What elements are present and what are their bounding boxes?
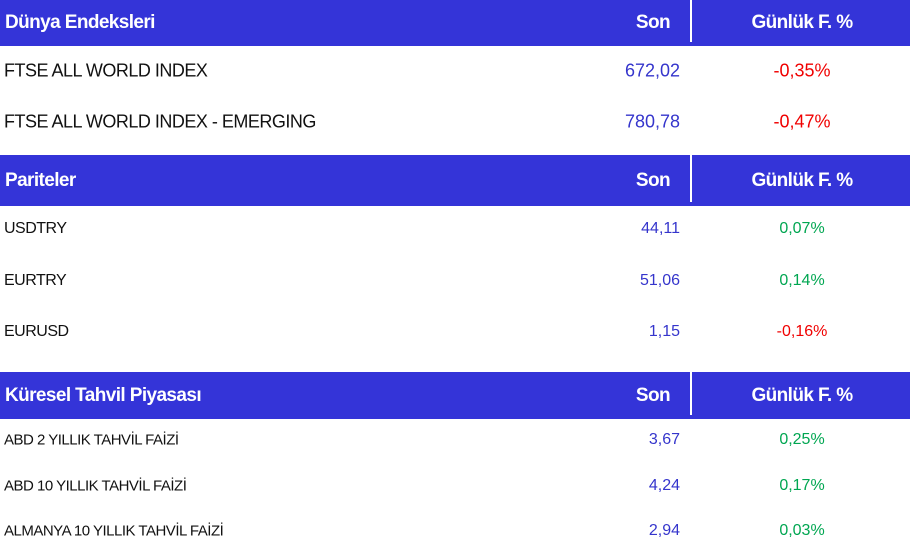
instrument-name: FTSE ALL WORLD INDEX — [4, 60, 208, 81]
section-title: Dünya Endeksleri — [5, 12, 155, 33]
instrument-name: ABD 2 YILLIK TAHVİL FAİZİ — [4, 431, 179, 449]
column-header-last: Son — [635, 169, 671, 191]
column-header-last: Son — [635, 384, 671, 406]
last-value: 3,67 — [648, 431, 680, 448]
column-divider — [690, 372, 692, 415]
column-header-last: Son — [635, 12, 671, 33]
daily-change: 0,17% — [779, 477, 825, 494]
last-value: 672,02 — [624, 60, 680, 81]
last-value: 44,11 — [641, 220, 680, 237]
table-row: EURUSD 1,15 -0,16% — [0, 312, 910, 352]
daily-change: -0,47% — [773, 111, 831, 132]
section-header-global-bonds: Küresel Tahvil Piyasası Son Günlük F. % — [0, 372, 910, 419]
table-row: EURTRY 51,06 0,14% — [0, 261, 910, 301]
instrument-name: EURUSD — [4, 323, 69, 340]
instrument-name: FTSE ALL WORLD INDEX - EMERGING — [4, 111, 316, 132]
instrument-name: USDTRY — [4, 220, 67, 237]
last-value: 51,06 — [639, 272, 680, 289]
column-divider — [690, 0, 692, 42]
table-row: USDTRY 44,11 0,07% — [0, 209, 910, 249]
table-row: FTSE ALL WORLD INDEX 672,02 -0,35% — [0, 51, 910, 91]
column-header-daily-change: Günlük F. % — [751, 169, 853, 191]
daily-change: 0,14% — [779, 272, 825, 289]
daily-change: 0,03% — [779, 522, 825, 539]
daily-change: 0,25% — [779, 431, 825, 448]
section-title: Pariteler — [5, 169, 76, 191]
section-title: Küresel Tahvil Piyasası — [5, 384, 202, 406]
column-header-daily-change: Günlük F. % — [751, 384, 853, 406]
section-header-parities: Pariteler Son Günlük F. % — [0, 155, 910, 206]
daily-change: -0,35% — [773, 60, 831, 81]
last-value: 4,24 — [648, 477, 680, 494]
column-divider — [690, 155, 692, 202]
instrument-name: EURTRY — [4, 272, 67, 289]
daily-change: -0,16% — [776, 323, 828, 340]
section-header-world-indices: Dünya Endeksleri Son Günlük F. % — [0, 0, 910, 46]
last-value: 1,15 — [648, 323, 680, 340]
column-header-daily-change: Günlük F. % — [751, 12, 853, 33]
table-row: ABD 10 YILLIK TAHVİL FAİZİ 4,24 0,17% — [0, 466, 910, 506]
last-value: 780,78 — [624, 111, 680, 132]
last-value: 2,94 — [648, 522, 680, 539]
table-row: ABD 2 YILLIK TAHVİL FAİZİ 3,67 0,25% — [0, 420, 910, 460]
instrument-name: ALMANYA 10 YILLIK TAHVİL FAİZİ — [4, 522, 224, 540]
table-row: FTSE ALL WORLD INDEX - EMERGING 780,78 -… — [0, 102, 910, 142]
daily-change: 0,07% — [779, 220, 825, 237]
instrument-name: ABD 10 YILLIK TAHVİL FAİZİ — [4, 477, 187, 495]
table-row: ALMANYA 10 YILLIK TAHVİL FAİZİ 2,94 0,03… — [0, 511, 910, 551]
